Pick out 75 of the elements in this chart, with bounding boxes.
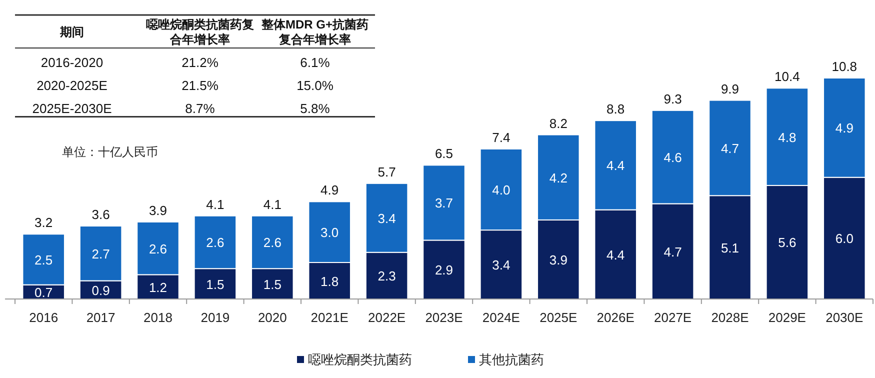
total-label: 8.8 — [606, 102, 625, 117]
data-label: 1.8 — [320, 274, 339, 289]
total-label: 4.1 — [206, 196, 224, 212]
x-tick-label: 2029E — [768, 310, 806, 325]
total-label: 3.2 — [34, 215, 53, 230]
x-tick-label: 2026E — [596, 310, 635, 325]
total-label: 6.5 — [434, 146, 454, 162]
text: 期间 — [59, 25, 84, 39]
data-label: 6.0 — [835, 231, 854, 246]
x-tick-label: 2021E — [310, 310, 349, 325]
text: 21.2% — [182, 55, 219, 70]
data-label: 0.7 — [34, 284, 53, 300]
data-label: 4.7 — [664, 244, 682, 260]
x-tick-label: 2018 — [144, 310, 172, 325]
text: 2016-2020 — [40, 55, 104, 70]
data-label: 4.4 — [606, 247, 625, 262]
data-label: 3.4 — [378, 210, 396, 226]
data-label: 5.1 — [720, 240, 740, 256]
data-label: 2.9 — [434, 262, 454, 278]
data-label: 4.0 — [492, 182, 510, 198]
data-label: 3.4 — [492, 258, 510, 273]
x-tick-label: 2022E — [368, 310, 406, 325]
data-label: 4.6 — [664, 150, 682, 166]
data-label: 4.2 — [549, 170, 568, 186]
annotation: 单位：十亿人民币 — [62, 145, 158, 159]
data-label: 3.7 — [434, 196, 454, 211]
total-label: 4.1 — [263, 196, 282, 212]
x-tick-label: 2016 — [29, 310, 58, 325]
data-label: 1.5 — [263, 276, 282, 292]
total-label: 7.4 — [492, 130, 510, 145]
data-label: 3.0 — [320, 225, 339, 240]
x-tick-label: 2030E — [826, 310, 864, 325]
annotation: 2025E-2030E — [32, 101, 112, 116]
data-label: 2.6 — [148, 241, 168, 256]
data-label: 1.5 — [206, 276, 224, 292]
annotation: 21.5% — [182, 78, 219, 93]
data-label: 4.4 — [606, 158, 625, 174]
data-label: 5.6 — [778, 235, 796, 250]
data-label: 2.7 — [92, 246, 110, 262]
x-tick-label: 2025E — [540, 310, 578, 325]
annotation: 8.7% — [185, 101, 216, 116]
data-label: 1.2 — [148, 280, 168, 295]
data-label: 2.5 — [34, 252, 53, 268]
annotation: 2020-2025E — [36, 78, 108, 93]
annotation: 15.0% — [296, 78, 334, 93]
legend-label: 其他抗菌药 — [479, 352, 544, 367]
data-label: 3.9 — [549, 252, 568, 268]
total-label: 9.3 — [664, 91, 682, 106]
data-label: 2.6 — [263, 235, 282, 250]
x-tick-label: 2028E — [711, 310, 750, 325]
annotation: 5.8% — [300, 101, 330, 116]
total-label: 9.9 — [720, 81, 740, 96]
total-label: 10.4 — [774, 69, 800, 84]
data-label: 4.9 — [835, 120, 854, 136]
x-tick-label: 2024E — [482, 310, 520, 325]
text: 噁唑烷酮类抗菌药复合年增长率 — [146, 18, 254, 46]
total-label: 4.9 — [320, 182, 339, 198]
total-label: 3.6 — [92, 207, 110, 222]
total-label: 10.8 — [832, 59, 858, 74]
x-tick-label: 2023E — [425, 310, 464, 325]
x-tick-label: 2019 — [200, 310, 230, 325]
data-label: 4.7 — [720, 140, 740, 156]
x-tick-label: 2027E — [654, 310, 692, 325]
data-label: 4.8 — [778, 130, 796, 145]
text: 整体MDR G+抗菌药复合年增长率 — [260, 18, 369, 46]
x-tick-label: 2020 — [258, 310, 287, 325]
data-label: 2.3 — [378, 268, 396, 284]
data-label: 0.9 — [92, 282, 110, 298]
text: 6.1% — [300, 55, 330, 70]
total-label: 3.9 — [148, 202, 168, 218]
total-label: 5.7 — [378, 164, 396, 180]
data-label: 2.6 — [206, 235, 224, 250]
legend-label: 噁唑烷酮类抗菌药 — [308, 352, 412, 367]
x-tick-label: 2017 — [86, 310, 116, 325]
total-label: 8.2 — [549, 116, 568, 131]
